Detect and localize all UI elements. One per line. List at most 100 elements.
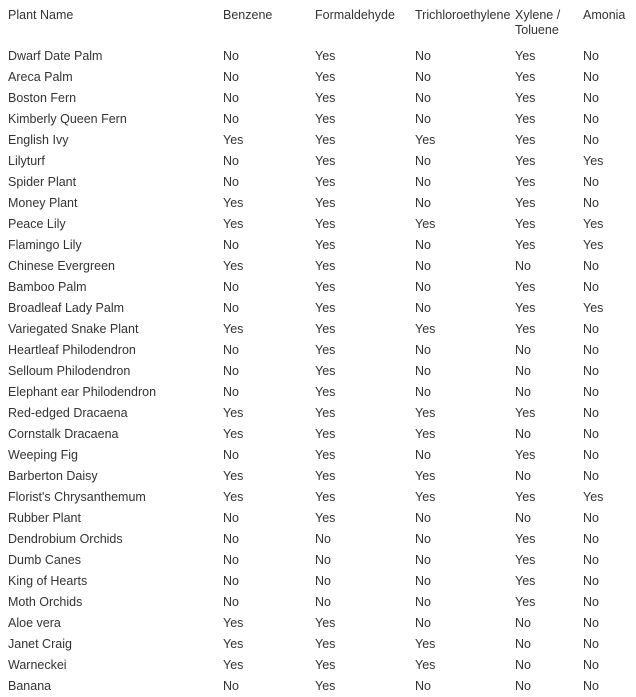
value-cell: Yes — [513, 298, 581, 319]
value-cell: Yes — [313, 109, 413, 130]
value-cell: Yes — [221, 613, 313, 634]
value-cell: No — [221, 46, 313, 67]
value-cell: Yes — [313, 67, 413, 88]
value-cell: Yes — [313, 193, 413, 214]
value-cell: Yes — [313, 466, 413, 487]
value-cell: No — [221, 298, 313, 319]
value-cell: No — [221, 445, 313, 466]
plant-name-cell: Red-edged Dracaena — [6, 403, 221, 424]
value-cell: Yes — [313, 340, 413, 361]
value-cell: No — [221, 88, 313, 109]
value-cell: Yes — [513, 193, 581, 214]
value-cell: Yes — [221, 634, 313, 655]
value-cell: Yes — [513, 235, 581, 256]
value-cell: No — [581, 109, 636, 130]
value-cell: Yes — [313, 676, 413, 697]
value-cell: Yes — [413, 214, 513, 235]
value-cell: Yes — [313, 319, 413, 340]
value-cell: Yes — [513, 67, 581, 88]
value-cell: No — [581, 67, 636, 88]
plant-name-cell: Spider Plant — [6, 172, 221, 193]
value-cell: No — [413, 445, 513, 466]
value-cell: No — [413, 46, 513, 67]
col-header: Benzene — [221, 4, 313, 46]
value-cell: No — [313, 529, 413, 550]
value-cell: Yes — [513, 277, 581, 298]
value-cell: No — [221, 550, 313, 571]
value-cell: Yes — [581, 298, 636, 319]
value-cell: No — [413, 235, 513, 256]
table-row: Flamingo LilyNoYesNoYesYes — [6, 235, 636, 256]
value-cell: Yes — [221, 487, 313, 508]
value-cell: Yes — [413, 403, 513, 424]
table-row: English IvyYesYesYesYesNo — [6, 130, 636, 151]
value-cell: Yes — [513, 130, 581, 151]
plant-name-cell: Boston Fern — [6, 88, 221, 109]
plant-name-cell: Kimberly Queen Fern — [6, 109, 221, 130]
value-cell: No — [581, 256, 636, 277]
value-cell: No — [581, 46, 636, 67]
value-cell: Yes — [221, 403, 313, 424]
value-cell: No — [581, 130, 636, 151]
value-cell: No — [313, 550, 413, 571]
value-cell: Yes — [313, 403, 413, 424]
value-cell: Yes — [513, 109, 581, 130]
plant-name-cell: Flamingo Lily — [6, 235, 221, 256]
value-cell: No — [413, 613, 513, 634]
plant-name-cell: Moth Orchids — [6, 592, 221, 613]
value-cell: Yes — [513, 46, 581, 67]
value-cell: No — [513, 676, 581, 697]
plant-name-cell: Florist's Chrysanthemum — [6, 487, 221, 508]
table-body: Dwarf Date PalmNoYesNoYesNoAreca PalmNoY… — [6, 46, 636, 697]
value-cell: No — [581, 88, 636, 109]
value-cell: Yes — [221, 256, 313, 277]
value-cell: Yes — [221, 193, 313, 214]
plant-name-cell: Heartleaf Philodendron — [6, 340, 221, 361]
value-cell: Yes — [313, 88, 413, 109]
value-cell: Yes — [413, 424, 513, 445]
table-row: Dwarf Date PalmNoYesNoYesNo — [6, 46, 636, 67]
value-cell: No — [413, 592, 513, 613]
value-cell: No — [413, 193, 513, 214]
plant-name-cell: Areca Palm — [6, 67, 221, 88]
value-cell: Yes — [513, 151, 581, 172]
plant-name-cell: Rubber Plant — [6, 508, 221, 529]
table-row: Janet CraigYesYesYesNoNo — [6, 634, 636, 655]
plant-name-cell: Bamboo Palm — [6, 277, 221, 298]
table-row: Selloum PhilodendronNoYesNoNoNo — [6, 361, 636, 382]
value-cell: Yes — [313, 655, 413, 676]
plant-name-cell: King of Hearts — [6, 571, 221, 592]
table-row: Peace LilyYesYesYesYesYes — [6, 214, 636, 235]
value-cell: Yes — [313, 256, 413, 277]
value-cell: No — [221, 340, 313, 361]
value-cell: No — [413, 340, 513, 361]
col-header: Xylene / Toluene — [513, 4, 581, 46]
value-cell: Yes — [413, 634, 513, 655]
value-cell: No — [581, 319, 636, 340]
value-cell: Yes — [221, 214, 313, 235]
value-cell: No — [413, 277, 513, 298]
col-header: Trichloroethylene — [413, 4, 513, 46]
value-cell: No — [413, 151, 513, 172]
plant-name-cell: Selloum Philodendron — [6, 361, 221, 382]
value-cell: No — [221, 67, 313, 88]
table-row: Cornstalk DracaenaYesYesYesNoNo — [6, 424, 636, 445]
value-cell: Yes — [513, 550, 581, 571]
value-cell: No — [513, 613, 581, 634]
value-cell: Yes — [513, 319, 581, 340]
value-cell: No — [221, 277, 313, 298]
table-row: Boston FernNoYesNoYesNo — [6, 88, 636, 109]
value-cell: No — [581, 592, 636, 613]
value-cell: Yes — [413, 487, 513, 508]
value-cell: Yes — [313, 214, 413, 235]
value-cell: Yes — [513, 88, 581, 109]
value-cell: Yes — [513, 571, 581, 592]
plant-name-cell: Dendrobium Orchids — [6, 529, 221, 550]
value-cell: Yes — [413, 130, 513, 151]
value-cell: No — [413, 172, 513, 193]
value-cell: No — [581, 361, 636, 382]
value-cell: No — [413, 550, 513, 571]
table-row: Barberton DaisyYesYesYesNoNo — [6, 466, 636, 487]
value-cell: No — [221, 571, 313, 592]
value-cell: No — [581, 529, 636, 550]
